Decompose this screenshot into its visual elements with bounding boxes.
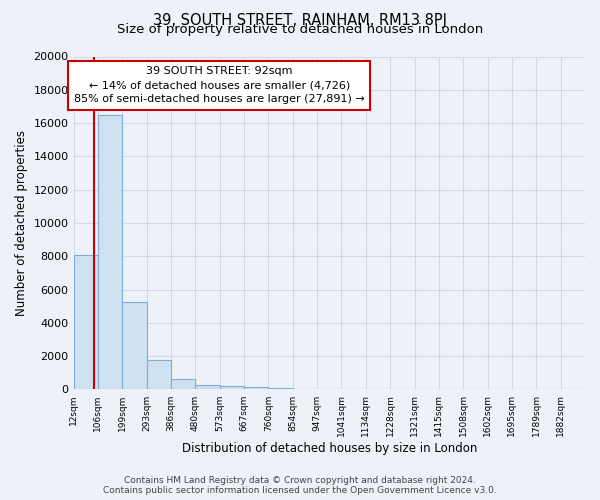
Bar <box>98 115 122 390</box>
Bar <box>122 302 146 390</box>
X-axis label: Distribution of detached houses by size in London: Distribution of detached houses by size … <box>182 442 477 455</box>
Bar <box>244 387 268 390</box>
Bar <box>220 386 244 390</box>
Bar <box>74 256 98 390</box>
Y-axis label: Number of detached properties: Number of detached properties <box>15 130 28 316</box>
Text: 39 SOUTH STREET: 92sqm
← 14% of detached houses are smaller (4,726)
85% of semi-: 39 SOUTH STREET: 92sqm ← 14% of detached… <box>74 66 365 104</box>
Text: Size of property relative to detached houses in London: Size of property relative to detached ho… <box>117 22 483 36</box>
Text: 39, SOUTH STREET, RAINHAM, RM13 8PJ: 39, SOUTH STREET, RAINHAM, RM13 8PJ <box>153 12 447 28</box>
Text: Contains HM Land Registry data © Crown copyright and database right 2024.
Contai: Contains HM Land Registry data © Crown c… <box>103 476 497 495</box>
Bar <box>196 384 220 390</box>
Bar <box>171 378 196 390</box>
Bar <box>146 360 171 390</box>
Bar <box>268 388 293 390</box>
